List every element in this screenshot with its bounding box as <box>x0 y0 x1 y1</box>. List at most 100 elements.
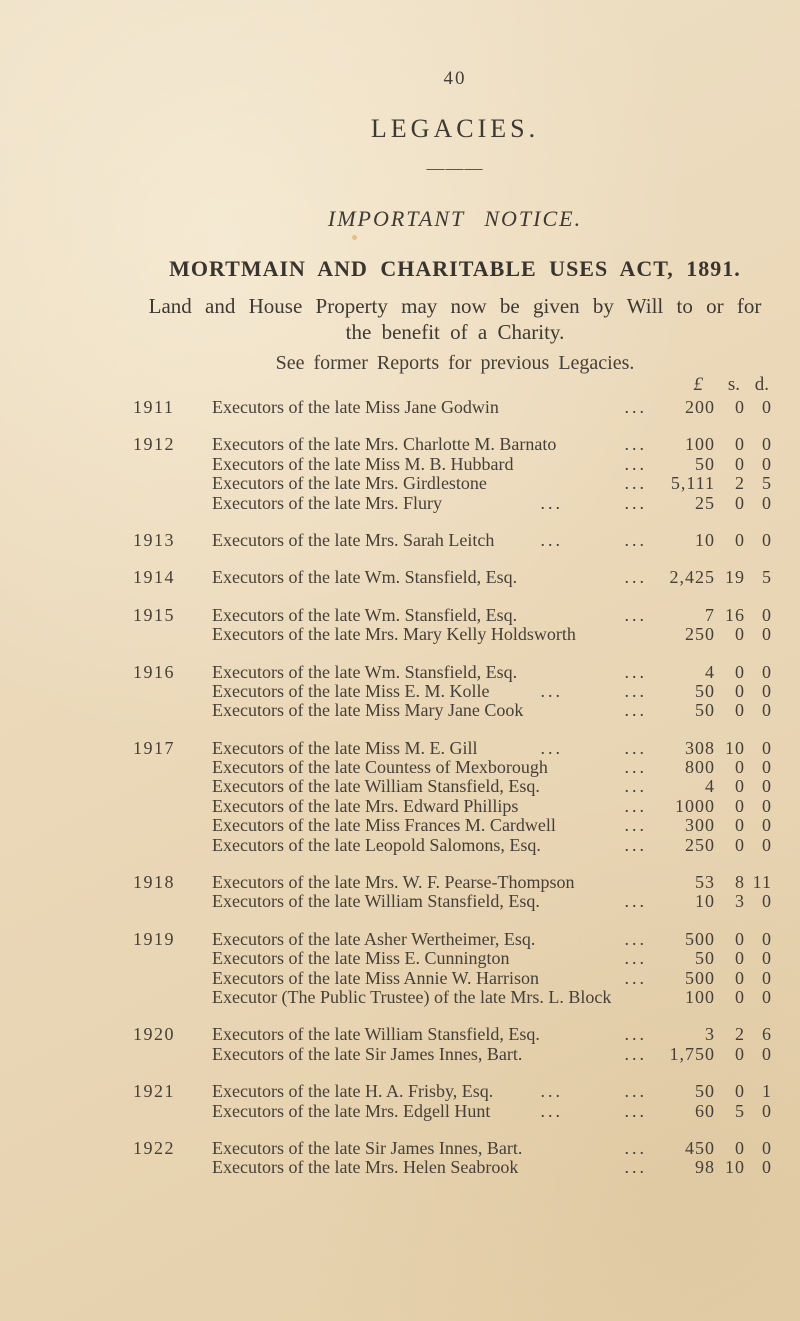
amount-pounds: 800 <box>685 757 715 778</box>
ledger-row: 1913 Executors of the late Mrs. Sarah Lei… <box>133 529 778 550</box>
payee-name: Executors of the late Mrs. Helen Seabroo… <box>212 1157 647 1178</box>
leader-dots: ... <box>540 492 563 513</box>
amount-shillings: 0 <box>735 680 745 701</box>
amount-shillings: 10 <box>725 1157 745 1178</box>
amount-pence: 0 <box>762 1043 772 1064</box>
amount-pence: 0 <box>762 986 772 1007</box>
leader-dots: ... <box>624 1157 647 1178</box>
ledger-row: 1918 Executors of the late Mrs. W. F. Pea… <box>133 872 778 893</box>
amount-shillings: 0 <box>735 624 745 645</box>
currency-header-spacer <box>133 374 655 396</box>
ledger-row: 1922 Executors of the late Sir James Inne… <box>133 1137 778 1158</box>
shillings-column-header: s. <box>727 374 740 395</box>
ledger-year-group: 1920 Executors of the late William Stansf… <box>133 1024 778 1064</box>
ledger-row: Executors of the late Miss E. M. Kolle..… <box>133 680 778 701</box>
payee-name: Executors of the late Mrs. Flury...... <box>212 492 647 513</box>
leader-dots: ... <box>624 434 647 455</box>
amount-pounds: 450 <box>685 1137 715 1158</box>
payee-name: Executors of the late Miss Mary Jane Coo… <box>212 700 647 721</box>
amount-shillings: 5 <box>735 1100 745 1121</box>
amount-shillings: 0 <box>735 1043 745 1064</box>
payee-name: Executors of the late Miss E. Cunnington… <box>212 948 647 969</box>
act-body-line2: the benefit of a Charity. <box>345 320 565 344</box>
payee-name: Executors of the late Mrs. Edgell Hunt..… <box>212 1100 647 1121</box>
amount-pence: 0 <box>762 1157 772 1178</box>
leader-dots: ... <box>624 757 647 778</box>
page-title: LEGACIES. <box>370 114 540 143</box>
amount-pounds: 250 <box>685 624 715 645</box>
amount-pounds: 7 <box>705 604 715 625</box>
amount-shillings: 10 <box>725 737 745 758</box>
year-label <box>133 1045 212 1064</box>
ledger-year-group: 1916 Executors of the late Wm. Stansfield… <box>133 661 778 721</box>
amount-pence: 0 <box>762 1100 772 1121</box>
ledger-year-group: 1911 Executors of the late Miss Jane Godw… <box>133 397 778 417</box>
amount-shillings: 0 <box>735 928 745 949</box>
ledger-row: 1915 Executors of the late Wm. Stansfield… <box>133 604 778 625</box>
year-label: 1913 <box>133 529 175 550</box>
amount-pounds: 1,750 <box>669 1043 715 1064</box>
payee-name: Executors of the late William Stansfield… <box>212 891 647 912</box>
amount-pounds: 4 <box>705 776 715 797</box>
leader-dots: ... <box>624 397 647 417</box>
year-label: 1917 <box>133 737 175 758</box>
amount-pounds: 100 <box>685 434 715 455</box>
leader-dots: ... <box>624 453 647 474</box>
amount-shillings: 0 <box>735 967 745 988</box>
amount-pounds: 98 <box>695 1157 715 1178</box>
amount-shillings: 2 <box>735 473 745 494</box>
amount-pounds: 53 <box>695 872 715 893</box>
ledger-year-group: 1918 Executors of the late Mrs. W. F. Pea… <box>133 872 778 912</box>
amount-pence: 0 <box>762 795 772 816</box>
amount-pence: 0 <box>762 604 772 625</box>
ledger-row: Executors of the late Miss M. B. Hubbard… <box>133 453 778 474</box>
amount-shillings: 0 <box>735 434 745 455</box>
amount-pounds: 2,425 <box>669 567 715 588</box>
amount-shillings: 3 <box>735 891 745 912</box>
year-label <box>133 777 212 796</box>
payee-name: Executors of the late Mrs. Edward Philli… <box>212 795 647 816</box>
payee-name: Executors of the late Mrs. Charlotte M. … <box>212 434 647 455</box>
see-former-reports-note: See former Reports for previous Legacies… <box>275 352 635 374</box>
leader-dots: ... <box>624 1081 647 1102</box>
payee-name: Executors of the late William Stansfield… <box>212 1024 647 1045</box>
amount-pounds: 300 <box>685 815 715 836</box>
amount-shillings: 0 <box>735 661 745 682</box>
year-label: 1919 <box>133 928 175 949</box>
amount-pence: 0 <box>762 397 772 417</box>
amount-pence: 0 <box>762 948 772 969</box>
amount-pence: 0 <box>762 434 772 455</box>
payee-name: Executors of the late H. A. Frisby, Esq.… <box>212 1081 647 1102</box>
leader-dots: ... <box>624 795 647 816</box>
ledger-year-group: 1915 Executors of the late Wm. Stansfield… <box>133 604 778 645</box>
ledger-row: Executors of the late Mrs. Flury...... 25… <box>133 492 778 513</box>
amount-pence: 0 <box>762 680 772 701</box>
ledger-year-group: 1921 Executors of the late H. A. Frisby, … <box>133 1081 778 1121</box>
year-label: 1920 <box>133 1024 175 1045</box>
leader-dots: ... <box>624 1100 647 1121</box>
leader-dots: ... <box>624 1024 647 1045</box>
amount-pence: 0 <box>762 453 772 474</box>
payee-name: Executors of the late Miss M. E. Gill...… <box>212 737 647 758</box>
section-divider: ——— <box>426 158 484 178</box>
year-label <box>133 1102 212 1121</box>
amount-pence: 5 <box>762 567 772 588</box>
payee-name: Executor (The Public Trustee) of the lat… <box>212 986 612 1007</box>
amount-pounds: 250 <box>685 834 715 855</box>
amount-pounds: 100 <box>685 986 715 1007</box>
year-label: 1914 <box>133 567 175 588</box>
year-label <box>133 969 212 988</box>
amount-shillings: 0 <box>735 492 745 513</box>
payee-name: Executors of the late Leopold Salomons, … <box>212 834 647 855</box>
amount-shillings: 2 <box>735 1024 745 1045</box>
ledger-row: 1920 Executors of the late William Stansf… <box>133 1024 778 1045</box>
ledger-row: Executor (The Public Trustee) of the lat… <box>133 986 778 1007</box>
amount-pence: 0 <box>762 834 772 855</box>
ledger-row: Executors of the late Mrs. Mary Kelly Ho… <box>133 624 778 645</box>
ledger-row: Executors of the late Sir James Innes, B… <box>133 1043 778 1064</box>
amount-pence: 6 <box>762 1024 772 1045</box>
amount-shillings: 0 <box>735 776 745 797</box>
ledger-row: 1912 Executors of the late Mrs. Charlotte… <box>133 434 778 455</box>
amount-shillings: 8 <box>735 872 745 893</box>
